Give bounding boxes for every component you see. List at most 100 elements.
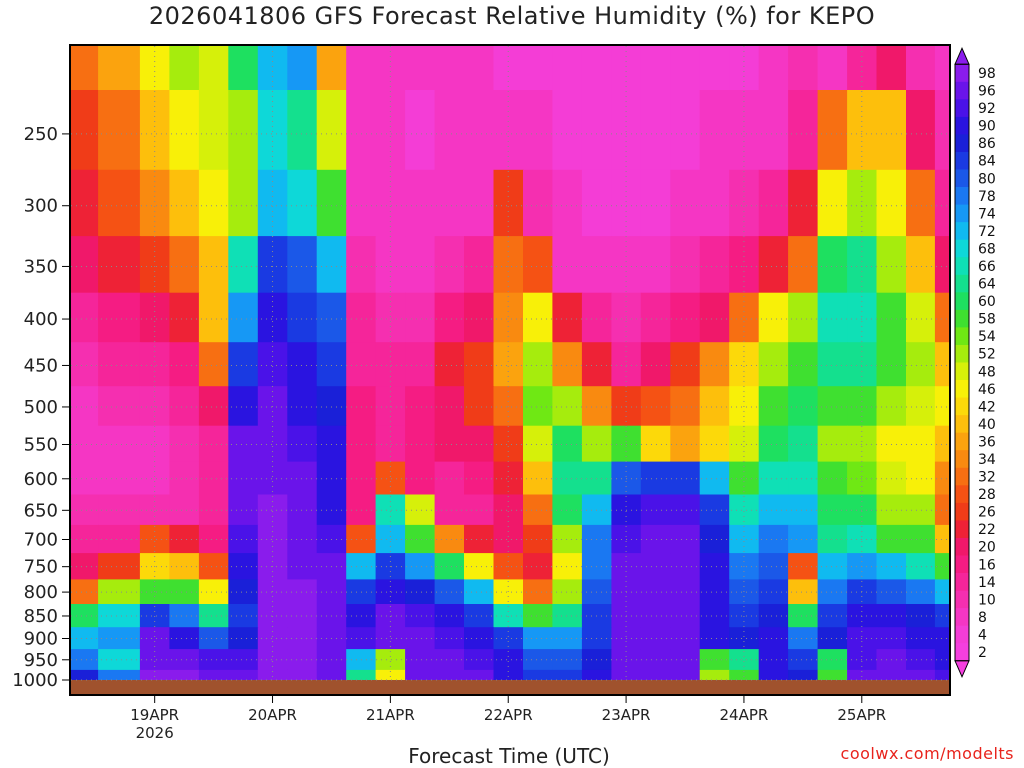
colorbar-swatch: [955, 204, 969, 223]
colorbar-swatch: [955, 152, 969, 170]
rh-cell: [434, 90, 465, 171]
rh-cell: [316, 669, 347, 680]
y-tick-label: 850: [24, 606, 58, 627]
rh-cell: [876, 46, 907, 91]
colorbar-label: 8: [978, 610, 987, 626]
rh-cell: [523, 461, 554, 496]
rh-cell: [405, 90, 436, 171]
rh-cell: [434, 494, 465, 526]
rh-cell: [523, 425, 554, 463]
rh-cell: [611, 46, 642, 91]
rh-cell: [287, 579, 318, 605]
rh-cell: [581, 425, 612, 463]
colorbar-swatch: [955, 327, 969, 346]
rh-cell: [729, 649, 760, 671]
rh-cell: [198, 494, 229, 526]
rh-cell: [316, 169, 347, 237]
rh-cell: [670, 649, 701, 671]
colorbar-label: 22: [978, 522, 996, 538]
colorbar-label: 84: [978, 154, 996, 170]
colorbar-label: 54: [978, 329, 996, 345]
rh-cell: [405, 494, 436, 526]
y-tick-label: 1000: [12, 670, 58, 691]
rh-cell: [699, 524, 730, 554]
rh-cell: [198, 236, 229, 294]
rh-cell: [788, 292, 819, 343]
rh-cell: [523, 46, 554, 91]
colorbar-label: 4: [978, 628, 987, 644]
rh-cell: [71, 604, 99, 628]
rh-cell: [375, 669, 406, 680]
rh-cell: [71, 524, 99, 554]
rh-cell: [552, 649, 583, 671]
y-tick-label: 650: [24, 500, 58, 521]
colorbar-swatch: [955, 397, 969, 416]
rh-cell: [611, 169, 642, 237]
rh-cell: [758, 604, 789, 628]
rh-cell: [346, 669, 377, 680]
rh-cell: [758, 524, 789, 554]
rh-cell: [934, 342, 949, 387]
rh-cell: [670, 386, 701, 427]
rh-cell: [670, 90, 701, 171]
rh-cell: [729, 236, 760, 294]
rh-cell: [169, 627, 200, 650]
rh-cell: [640, 292, 671, 343]
rh-cell: [847, 46, 878, 91]
gridlines: [71, 46, 949, 681]
rh-cell: [71, 342, 99, 387]
rh-cell: [729, 669, 760, 680]
rh-cell: [257, 579, 288, 605]
rh-cell: [788, 604, 819, 628]
credit-link[interactable]: coolwx.com/modelts: [840, 744, 1014, 763]
rh-cell: [198, 669, 229, 680]
rh-cell: [817, 627, 848, 650]
rh-cell: [375, 236, 406, 294]
rh-cell: [552, 669, 583, 680]
rh-cell: [198, 553, 229, 580]
y-tick-label: 800: [24, 582, 58, 603]
rh-cell: [817, 604, 848, 628]
rh-cell: [287, 553, 318, 580]
rh-cell: [434, 553, 465, 580]
rh-cell: [287, 292, 318, 343]
colorbar-label: 64: [978, 277, 996, 293]
colorbar-label: 26: [978, 505, 996, 521]
rh-cell: [316, 342, 347, 387]
rh-cell: [228, 669, 259, 680]
rh-cell: [198, 425, 229, 463]
rh-cell: [257, 494, 288, 526]
rh-cell: [552, 386, 583, 427]
rh-cell: [257, 236, 288, 294]
rh-cell: [375, 90, 406, 171]
rh-cell: [375, 342, 406, 387]
rh-cell: [640, 461, 671, 496]
rh-cell: [788, 553, 819, 580]
rh-cell: [493, 342, 524, 387]
rh-cell: [71, 386, 99, 427]
rh-cell: [876, 425, 907, 463]
rh-cell: [257, 292, 288, 343]
rh-cell: [98, 494, 141, 526]
rh-cell: [758, 425, 789, 463]
rh-cell: [640, 425, 671, 463]
y-tick-label: 900: [24, 628, 58, 649]
rh-cell: [817, 649, 848, 671]
ground-surface-band: [71, 680, 949, 694]
rh-cell: [817, 236, 848, 294]
rh-cell: [405, 627, 436, 650]
rh-cell: [670, 524, 701, 554]
rh-cell: [640, 90, 671, 171]
rh-cell: [523, 553, 554, 580]
rh-cell: [139, 604, 170, 628]
rh-cell: [169, 386, 200, 427]
rh-cell: [847, 342, 878, 387]
rh-cell: [758, 579, 789, 605]
rh-cell: [523, 524, 554, 554]
rh-cell: [906, 553, 936, 580]
colorbar-swatch: [955, 450, 969, 469]
rh-cell: [375, 627, 406, 650]
rh-cell: [552, 494, 583, 526]
colorbar-swatch: [955, 415, 969, 434]
